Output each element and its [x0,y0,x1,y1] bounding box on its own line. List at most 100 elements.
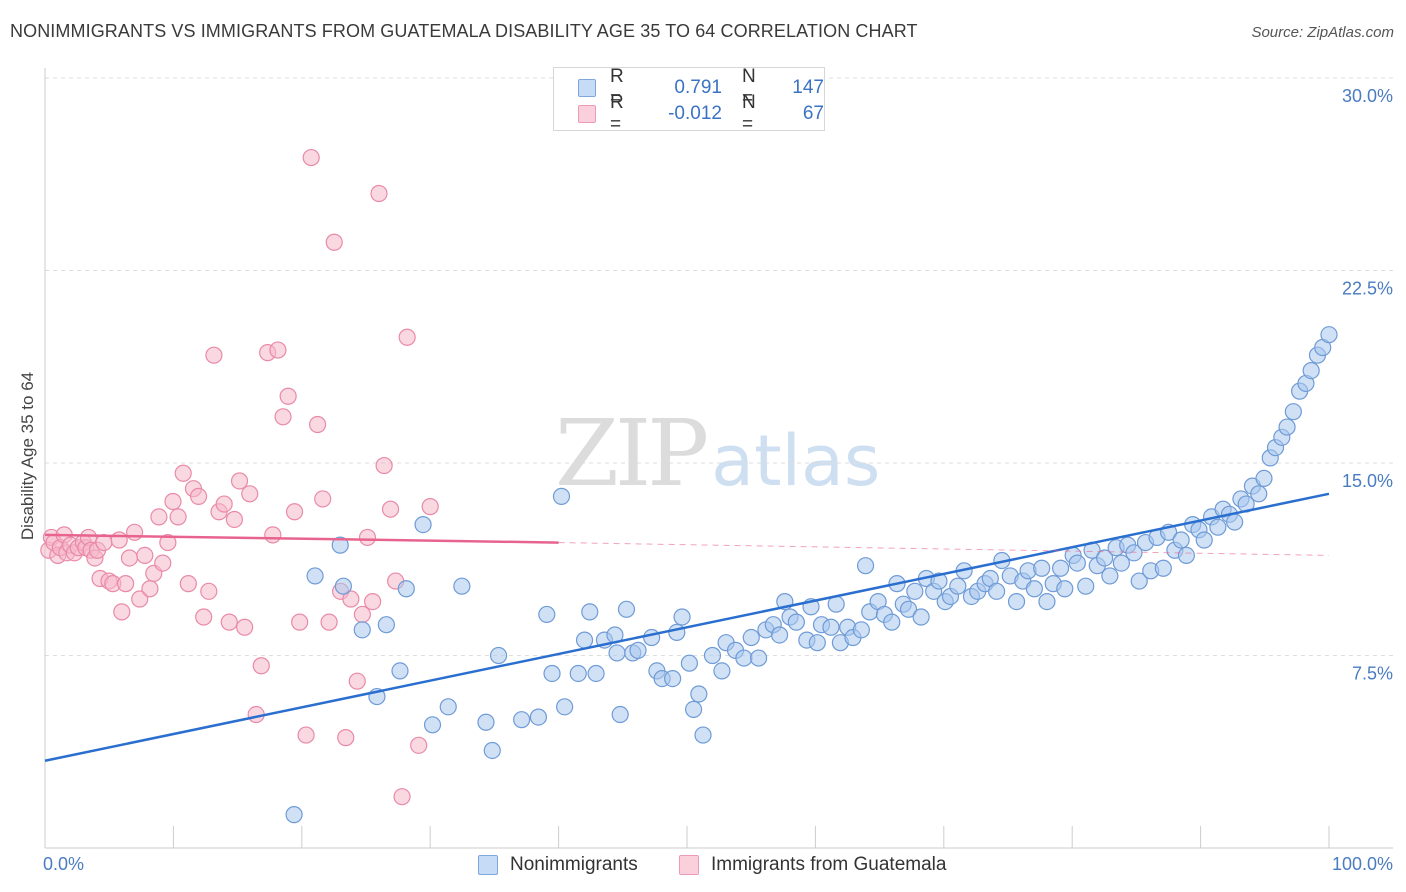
legend-label-nonimmigrants: Nonimmigrants [510,854,638,875]
nonimmigrants-point [822,618,840,636]
nonimmigrants-point [1096,549,1114,567]
nonimmigrants-point [587,664,605,683]
legend-item-immigrants[interactable]: Immigrants from Guatemala [679,852,946,878]
immigrants-point [342,590,360,608]
immigrants-swatch [578,105,596,123]
x-tick-label: 100.0% [1332,854,1393,874]
immigrants-point [174,464,192,482]
nonimmigrants-point [694,726,712,744]
nonimmigrants-point [1284,403,1302,421]
immigrants-point [141,580,159,598]
immigrants-point [398,328,416,346]
nonimmigrants-point [581,603,599,621]
nonimmigrants-point [556,698,574,716]
immigrants-point [264,526,282,544]
nonimmigrants-point [787,613,805,631]
legend-item-nonimmigrants[interactable]: Nonimmigrants [478,852,638,878]
immigrants-point [375,456,393,475]
nonimmigrants-point [1051,559,1070,577]
immigrants-point [269,341,287,359]
series-legend: Nonimmigrants Immigrants from Guatemala [0,852,1406,878]
immigrants-point [230,472,249,490]
nonimmigrants-point [543,664,561,683]
watermark-atlas: atlas [711,420,881,502]
immigrants-point [364,592,382,611]
nonimmigrants-legend-swatch [478,855,498,875]
immigrants-legend-swatch [679,855,699,875]
immigrants-point [302,148,320,167]
y-tick-label: 22.5% [1342,279,1393,299]
nonimmigrants-point [414,515,432,534]
immigrants-point [164,492,182,511]
y-tick-label: 15.0% [1342,471,1393,491]
immigrants-trendline-extension [558,542,1330,556]
immigrants-point [150,508,168,526]
nonimmigrants-point [489,646,508,665]
immigrants-point [370,184,388,203]
nonimmigrants-point [608,644,626,662]
nonimmigrants-point [439,698,457,716]
immigrants-point [291,613,309,631]
nonimmigrants-point [1278,418,1296,436]
nonimmigrants-point [690,685,708,703]
stats-row-nonimmigrants: R = 0.791 N = 147 [578,66,824,109]
nonimmigrants-point [331,536,349,554]
immigrants-point [308,415,327,434]
nonimmigrants-point [1255,469,1273,487]
immigrants-point [314,490,332,508]
y-tick-label: 7.5% [1352,664,1393,684]
immigrants-point [179,575,197,593]
immigrants-point [337,729,355,747]
immigrants-point [125,523,144,541]
stats-row-immigrants: R = -0.012 N = 67 [578,92,824,135]
nonimmigrants-point [1077,577,1095,595]
nonimmigrants-point [749,649,768,667]
nonimmigrants-point [988,582,1006,600]
immigrants-point [169,508,187,526]
nonimmigrants-point [668,623,686,642]
immigrants-point [195,608,213,626]
nonimmigrants-point [1038,592,1056,611]
immigrants-point [159,533,177,552]
nonimmigrants-point [1025,580,1043,598]
nonimmigrants-point [1112,554,1130,572]
n-value: 147 [792,77,824,98]
nonimmigrants-point [423,716,442,734]
nonimmigrants-point [1195,531,1213,549]
source-label: Source: ZipAtlas.com [1251,24,1394,41]
immigrants-point [220,613,238,631]
nonimmigrants-point [538,605,556,624]
immigrants-point [120,549,139,567]
immigrants-point [136,546,154,565]
immigrants-point [131,590,149,608]
nonimmigrants-point [949,577,967,595]
nonimmigrants-point [680,654,698,672]
immigrants-point [200,582,218,600]
nonimmigrants-point [617,600,636,618]
nonimmigrants-point [1320,326,1338,344]
immigrants-point [154,554,172,572]
nonimmigrants-point [1154,559,1172,577]
immigrants-point [381,500,400,518]
r-label: R = [609,92,624,135]
y-axis-label: Disability Age 35 to 64 [18,372,37,540]
n-label: N = [741,66,756,109]
nonimmigrants-point [713,662,731,680]
series-nonimmigrants-points [285,326,1338,824]
x-tick-label: 0.0% [43,854,84,874]
immigrants-trendline [44,533,559,544]
immigrants-point [325,233,343,251]
nonimmigrants-point [808,634,826,652]
nonimmigrants-point [397,580,415,598]
nonimmigrants-point [552,487,571,505]
nonimmigrants-point [673,608,691,626]
nonimmigrants-point [306,567,324,585]
series-immigrants-points [40,148,439,806]
nonimmigrants-point [334,577,352,595]
immigrants-point [320,613,338,631]
nonimmigrants-point [742,628,760,647]
nonimmigrants-point [664,669,682,688]
nonimmigrants-point [1177,546,1195,565]
nonimmigrants-point [391,662,409,680]
